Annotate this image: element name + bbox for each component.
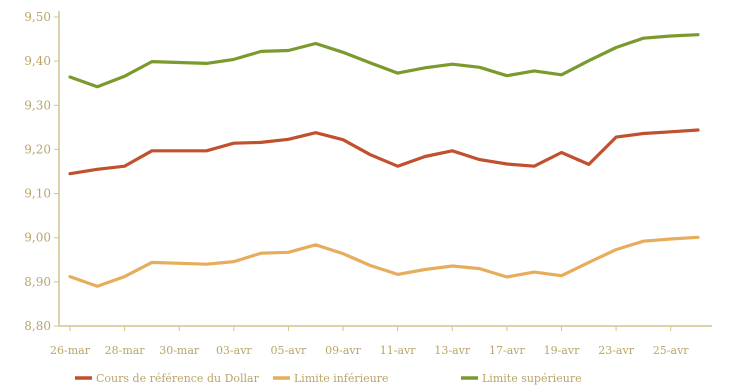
x-tick-label: 05-avr <box>271 344 307 357</box>
legend-label-0: Cours de référence du Dollar <box>96 372 260 385</box>
x-tick-label: 30-mar <box>159 344 200 357</box>
x-tick-label: 26-mar <box>50 344 91 357</box>
series-line-0 <box>68 128 700 176</box>
x-tick-label: 17-avr <box>489 344 525 357</box>
x-tick-label: 28-mar <box>105 344 146 357</box>
series-lines <box>68 33 700 288</box>
y-tick-label: 9,00 <box>24 231 51 245</box>
legend-label-1: Limite inférieure <box>294 372 389 385</box>
x-tick-label: 13-avr <box>434 344 470 357</box>
x-tick-label: 19-avr <box>544 344 580 357</box>
y-tick-label: 9,20 <box>24 142 51 156</box>
x-tick-label: 09-avr <box>325 344 361 357</box>
legend: Cours de référence du Dollar Limite infér… <box>75 372 582 385</box>
y-tick-label: 8,80 <box>24 319 51 333</box>
x-tick-label: 03-avr <box>216 344 252 357</box>
y-tick-label: 9,30 <box>24 98 51 112</box>
tick-labels: 8,80 8,90 9,00 9,10 9,20 9,30 9,40 9,50 26-mar 28… <box>24 10 689 357</box>
y-tick-label: 9,10 <box>24 187 51 201</box>
axes <box>54 11 712 331</box>
y-tick-label: 9,40 <box>24 54 51 68</box>
x-tick-label: 11-avr <box>380 344 416 357</box>
y-tick-label: 8,90 <box>24 275 51 289</box>
y-tick-label: 9,50 <box>24 10 51 24</box>
series-line-1 <box>68 235 700 288</box>
series-line-2 <box>68 33 700 89</box>
legend-label-2: Limite supérieure <box>482 372 582 385</box>
x-tick-label: 25-avr <box>653 344 689 357</box>
x-tick-label: 23-avr <box>598 344 634 357</box>
